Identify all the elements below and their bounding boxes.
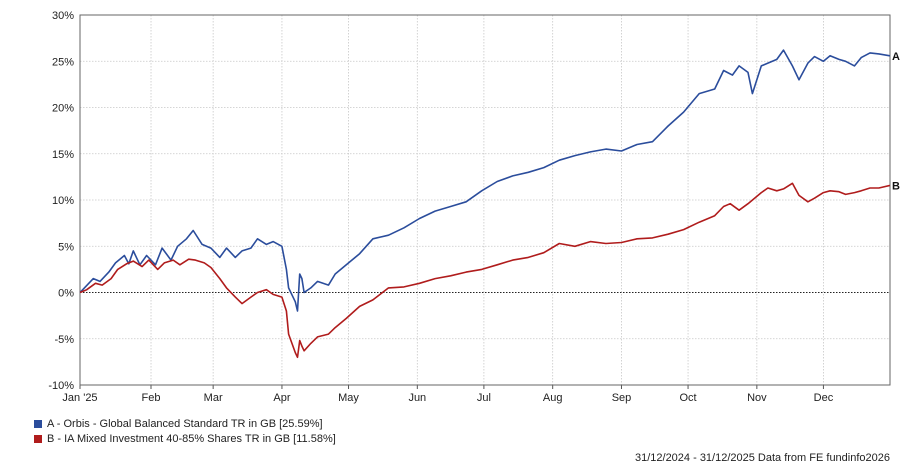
y-tick-label: 0% [58,288,74,300]
x-tick-label: Jul [477,392,491,404]
y-tick-label: 25% [52,56,74,68]
y-tick-label: 15% [52,149,74,161]
series-end-label-a: A [892,51,900,63]
y-tick-label: 5% [58,241,74,253]
legend-label-b: B - IA Mixed Investment 40-85% Shares TR… [47,432,336,445]
x-tick-label: Apr [273,392,290,404]
y-tick-label: 30% [52,10,74,22]
y-tick-label: -5% [54,334,74,346]
legend-item-b[interactable]: B - IA Mixed Investment 40-85% Shares TR… [34,431,336,446]
x-tick-label: Aug [543,392,563,404]
legend-swatch-a [34,419,42,428]
series-line-a [79,49,891,312]
x-tick-label: Jun [408,392,426,404]
x-tick-label: Mar [204,392,223,404]
x-tick-label: Oct [679,392,696,404]
x-tick-label: Jan '25 [62,392,97,404]
x-tick-label: May [338,392,359,404]
legend-label-a: A - Orbis - Global Balanced Standard TR … [47,417,323,430]
series-end-label-b: B [892,180,900,192]
legend-swatch-b [34,434,42,443]
y-tick-label: 10% [52,195,74,207]
series-line-b [79,182,891,359]
y-tick-label: -10% [48,380,74,392]
y-tick-label: 20% [52,103,74,115]
x-tick-label: Dec [814,392,834,404]
plot-frame [79,14,891,386]
footer-data-source: 31/12/2024 - 31/12/2025 Data from FE fun… [634,452,890,464]
legend-item-a[interactable]: A - Orbis - Global Balanced Standard TR … [34,416,336,431]
x-tick-label: Nov [747,392,767,404]
x-tick-label: Feb [142,392,161,404]
legend: A - Orbis - Global Balanced Standard TR … [34,416,336,446]
x-tick-label: Sep [612,392,632,404]
